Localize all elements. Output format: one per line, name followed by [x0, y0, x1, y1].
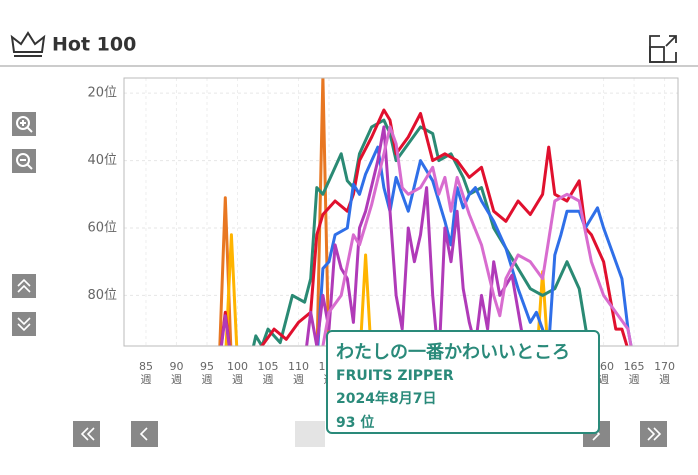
- series-line: [251, 118, 591, 346]
- series-line: [321, 125, 633, 346]
- prev-page-button[interactable]: [131, 421, 158, 447]
- series-line: [224, 233, 550, 346]
- scroll-up-button[interactable]: [12, 274, 36, 298]
- tooltip-date: 2024年8月7日: [336, 391, 437, 407]
- scrollbar-thumb[interactable]: [295, 421, 325, 447]
- x-tick-label: 110 週: [287, 360, 309, 386]
- crown-icon: [10, 31, 46, 57]
- tooltip: わたしの一番かわいいところ FRUITS ZIPPER 2024年8月7日 93…: [326, 330, 600, 434]
- page-title: Hot 100: [52, 34, 136, 56]
- scroll-down-button[interactable]: [12, 312, 36, 336]
- tooltip-artist: FRUITS ZIPPER: [336, 368, 454, 384]
- y-tick-label: 20位: [87, 86, 117, 101]
- y-tick-label: 80位: [87, 288, 117, 303]
- first-page-button[interactable]: [73, 421, 100, 447]
- x-tick-label: 85 週: [138, 360, 153, 386]
- series-line: [219, 125, 526, 346]
- tooltip-rank: 93 位: [336, 415, 375, 431]
- zoom-out-button[interactable]: [12, 149, 36, 173]
- x-tick-label: 100 週: [226, 360, 248, 386]
- series-line: [219, 108, 629, 346]
- series-line: [218, 78, 331, 346]
- y-tick-label: 60位: [87, 221, 117, 236]
- zoom-in-button[interactable]: [12, 112, 36, 136]
- x-tick-label: 165 週: [623, 360, 645, 386]
- expand-button[interactable]: [649, 35, 677, 63]
- y-tick-label: 40位: [87, 153, 117, 168]
- x-tick-label: 105 週: [257, 360, 279, 386]
- tooltip-title: わたしの一番かわいいところ: [336, 342, 570, 363]
- last-page-button[interactable]: [640, 421, 667, 447]
- x-tick-label: 170 週: [654, 360, 676, 386]
- x-tick-label: 95 週: [199, 360, 214, 386]
- x-tick-label: 90 週: [169, 360, 184, 386]
